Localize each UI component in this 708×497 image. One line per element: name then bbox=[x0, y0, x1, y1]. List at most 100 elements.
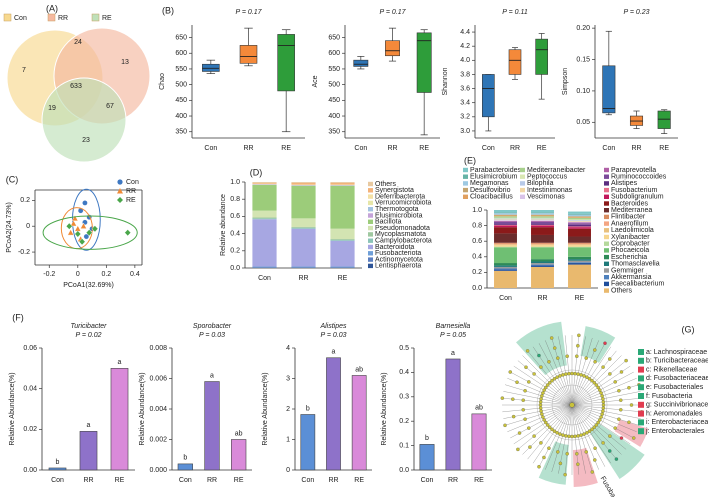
y-tick-label: 0.000 bbox=[149, 467, 167, 474]
legend-swatch bbox=[638, 349, 644, 355]
legend-swatch bbox=[463, 194, 468, 199]
bar-segment bbox=[568, 220, 591, 221]
node bbox=[590, 378, 594, 383]
legend-label: Others bbox=[375, 181, 397, 188]
legend-label: Fusobacteriota bbox=[375, 250, 421, 257]
y-tick-label: 0.0 bbox=[230, 265, 240, 272]
legend-label: Gemmiger bbox=[611, 267, 644, 274]
bar-segment bbox=[330, 240, 355, 267]
legend-label: Coprobacter bbox=[611, 241, 650, 248]
clade-highlight bbox=[538, 441, 569, 485]
node bbox=[598, 388, 602, 392]
legend-swatch bbox=[604, 234, 609, 240]
box bbox=[508, 49, 522, 75]
y-tick-label: 550 bbox=[175, 66, 187, 73]
node bbox=[538, 406, 543, 410]
legend-swatch bbox=[368, 257, 373, 262]
node bbox=[601, 441, 605, 445]
y-tick-label: 600 bbox=[175, 50, 187, 57]
significance-label: b bbox=[425, 435, 429, 442]
node bbox=[593, 348, 597, 352]
bar-segment bbox=[494, 214, 517, 216]
bar-segment bbox=[494, 220, 517, 222]
y-tick-label: 400 bbox=[328, 113, 340, 120]
bar-segment bbox=[330, 182, 355, 185]
legend-swatch bbox=[604, 261, 609, 266]
y-tick-label: 600 bbox=[328, 50, 340, 57]
bar-segment bbox=[568, 226, 591, 228]
y-axis-label: Relative abundance bbox=[220, 194, 227, 256]
bar-segment bbox=[494, 233, 517, 243]
bar-segment bbox=[531, 244, 554, 246]
bar-segment bbox=[531, 220, 554, 221]
node bbox=[590, 470, 595, 474]
bar-segment bbox=[494, 223, 517, 225]
legend-label: Bacillota bbox=[375, 219, 402, 226]
legend-marker bbox=[117, 179, 123, 185]
node bbox=[542, 388, 546, 392]
bar-segment bbox=[568, 211, 591, 214]
legend-swatch bbox=[368, 207, 373, 212]
node bbox=[601, 409, 605, 413]
legend-label: Actinomycetota bbox=[375, 256, 423, 263]
bar-segment bbox=[531, 234, 554, 243]
bar-segment bbox=[531, 246, 554, 248]
point bbox=[80, 222, 87, 229]
node bbox=[590, 427, 594, 432]
bar-segment bbox=[494, 263, 517, 266]
bar-segment bbox=[291, 182, 316, 183]
y-axis-label: Relative Abundance(%) bbox=[262, 372, 269, 445]
legend-swatch bbox=[368, 244, 373, 250]
node bbox=[556, 450, 560, 454]
bar-segment bbox=[568, 246, 591, 248]
legend-label: Fusobacterium bbox=[611, 187, 657, 194]
node bbox=[577, 333, 581, 338]
node bbox=[601, 400, 606, 404]
node bbox=[617, 417, 621, 421]
bar-segment bbox=[252, 184, 277, 211]
bar-segment bbox=[252, 218, 277, 220]
node bbox=[624, 358, 628, 363]
bar-segment bbox=[494, 245, 517, 247]
x-tick-label: RE bbox=[338, 275, 348, 282]
x-tick-label: RR bbox=[83, 477, 93, 484]
legend-swatch bbox=[604, 248, 609, 253]
node bbox=[576, 434, 580, 438]
legend-swatch bbox=[604, 214, 609, 220]
y-tick-label: 400 bbox=[175, 113, 187, 120]
node bbox=[552, 377, 557, 381]
y-tick-label: 4 bbox=[286, 345, 290, 352]
legend-swatch bbox=[47, 13, 56, 22]
node bbox=[627, 385, 631, 390]
legend-swatch bbox=[604, 174, 609, 179]
bar bbox=[110, 368, 129, 471]
point bbox=[91, 225, 99, 233]
y-tick-label: 3.6 bbox=[460, 85, 470, 92]
node bbox=[517, 431, 522, 435]
node bbox=[564, 434, 568, 438]
bar-segment bbox=[291, 185, 316, 219]
legend-label: RE bbox=[102, 15, 112, 22]
node bbox=[545, 383, 550, 387]
node bbox=[567, 371, 571, 376]
legend-label: d: Fusobacteriaceae bbox=[646, 375, 708, 382]
legend-label: Con bbox=[14, 15, 27, 22]
legend-swatch bbox=[368, 238, 373, 243]
legend-swatch bbox=[463, 167, 468, 173]
node bbox=[592, 380, 597, 385]
legend-swatch bbox=[91, 13, 100, 22]
legend-label: Paraprevotella bbox=[611, 167, 656, 174]
significance-label: ab bbox=[475, 405, 483, 412]
y-tick-label: 0.00 bbox=[23, 467, 37, 474]
x-tick-label: Con bbox=[258, 275, 271, 282]
node bbox=[576, 344, 580, 348]
x-axis-label: PCoA1(32.69%) bbox=[63, 282, 114, 289]
bar-segment bbox=[252, 219, 277, 267]
point bbox=[71, 214, 79, 222]
node bbox=[545, 423, 550, 427]
x-tick-label: RE bbox=[281, 145, 291, 152]
node bbox=[598, 418, 602, 422]
x-tick-label: RE bbox=[419, 145, 429, 152]
legend-label: Bilophila bbox=[527, 180, 554, 187]
bar-segment bbox=[291, 226, 316, 228]
